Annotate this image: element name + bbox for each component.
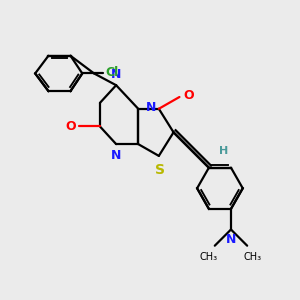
Text: S: S <box>155 163 165 177</box>
Text: O: O <box>65 120 76 133</box>
Text: CH₃: CH₃ <box>200 252 218 262</box>
Text: N: N <box>111 148 121 161</box>
Text: O: O <box>183 89 194 102</box>
Text: N: N <box>226 233 236 246</box>
Text: CH₃: CH₃ <box>244 252 262 262</box>
Text: N: N <box>111 68 121 81</box>
Text: H: H <box>219 146 228 157</box>
Text: Cl: Cl <box>106 66 119 79</box>
Text: N: N <box>146 101 156 114</box>
